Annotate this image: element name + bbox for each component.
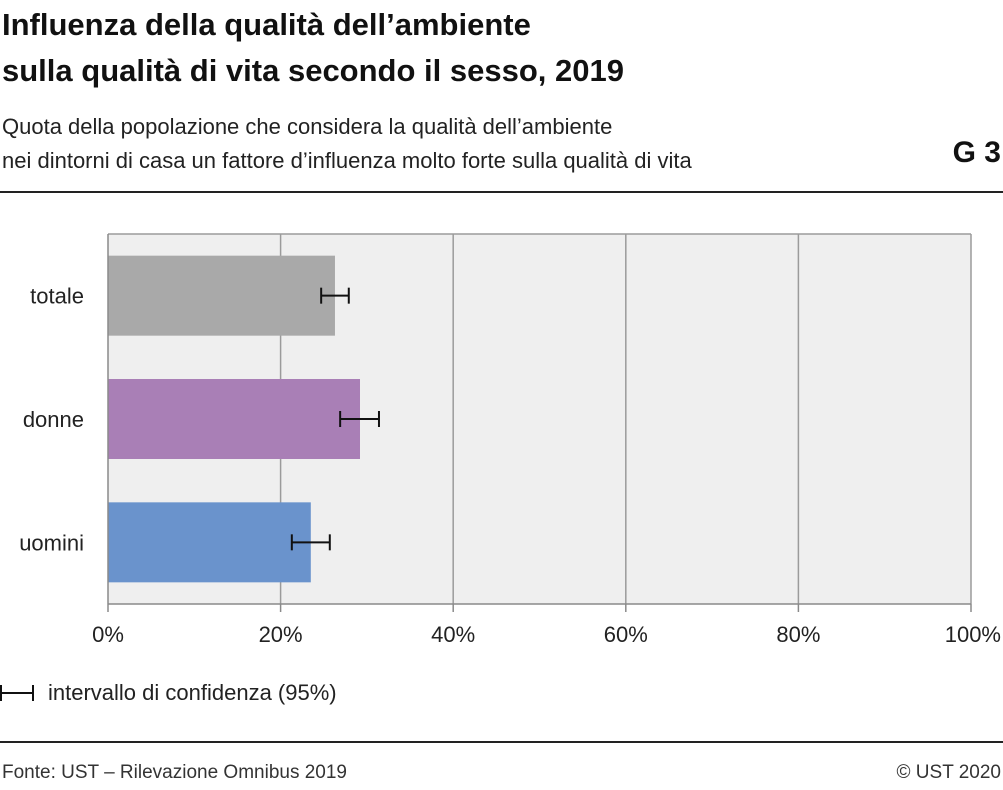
x-tick-label: 40% [431,622,475,647]
header-divider [0,191,1003,193]
chart-subtitle-line: nei dintorni di casa un fattore d’influe… [2,148,692,173]
legend: intervallo di confidenza (95%) [0,676,337,710]
chart-code: G 3 [952,136,1001,169]
chart-title-line: sulla qualità di vita secondo il sesso, … [2,53,624,88]
x-tick-label: 60% [604,622,648,647]
bar [108,255,335,336]
x-tick-label: 20% [259,622,303,647]
category-label: totale [30,284,84,309]
category-label: uomini [19,530,84,555]
bar [108,502,311,583]
legend-label: intervallo di confidenza (95%) [48,680,337,705]
chart-title: Influenza della qualità dell’ambiente su… [2,2,902,94]
chart-subtitle-line: Quota della popolazione che considera la… [2,114,613,139]
footer-source: Fonte: UST – Rilevazione Omnibus 2019 [2,762,347,783]
chart-subtitle: Quota della popolazione che considera la… [2,110,882,178]
x-tick-label: 0% [92,622,124,647]
category-label: donne [23,407,84,432]
bar-chart: totale donne uomini 0% 20% 40% 60% 80% 100% [19,233,1001,647]
chart-title-line: Influenza della qualità dell’ambiente [2,7,531,42]
x-tick-label: 80% [776,622,820,647]
confidence-interval-legend-icon [0,685,34,701]
footer-divider [0,741,1003,743]
x-tick-label: 100% [945,622,1001,647]
bar [108,379,360,459]
footer-copyright: © UST 2020 [896,762,1001,783]
